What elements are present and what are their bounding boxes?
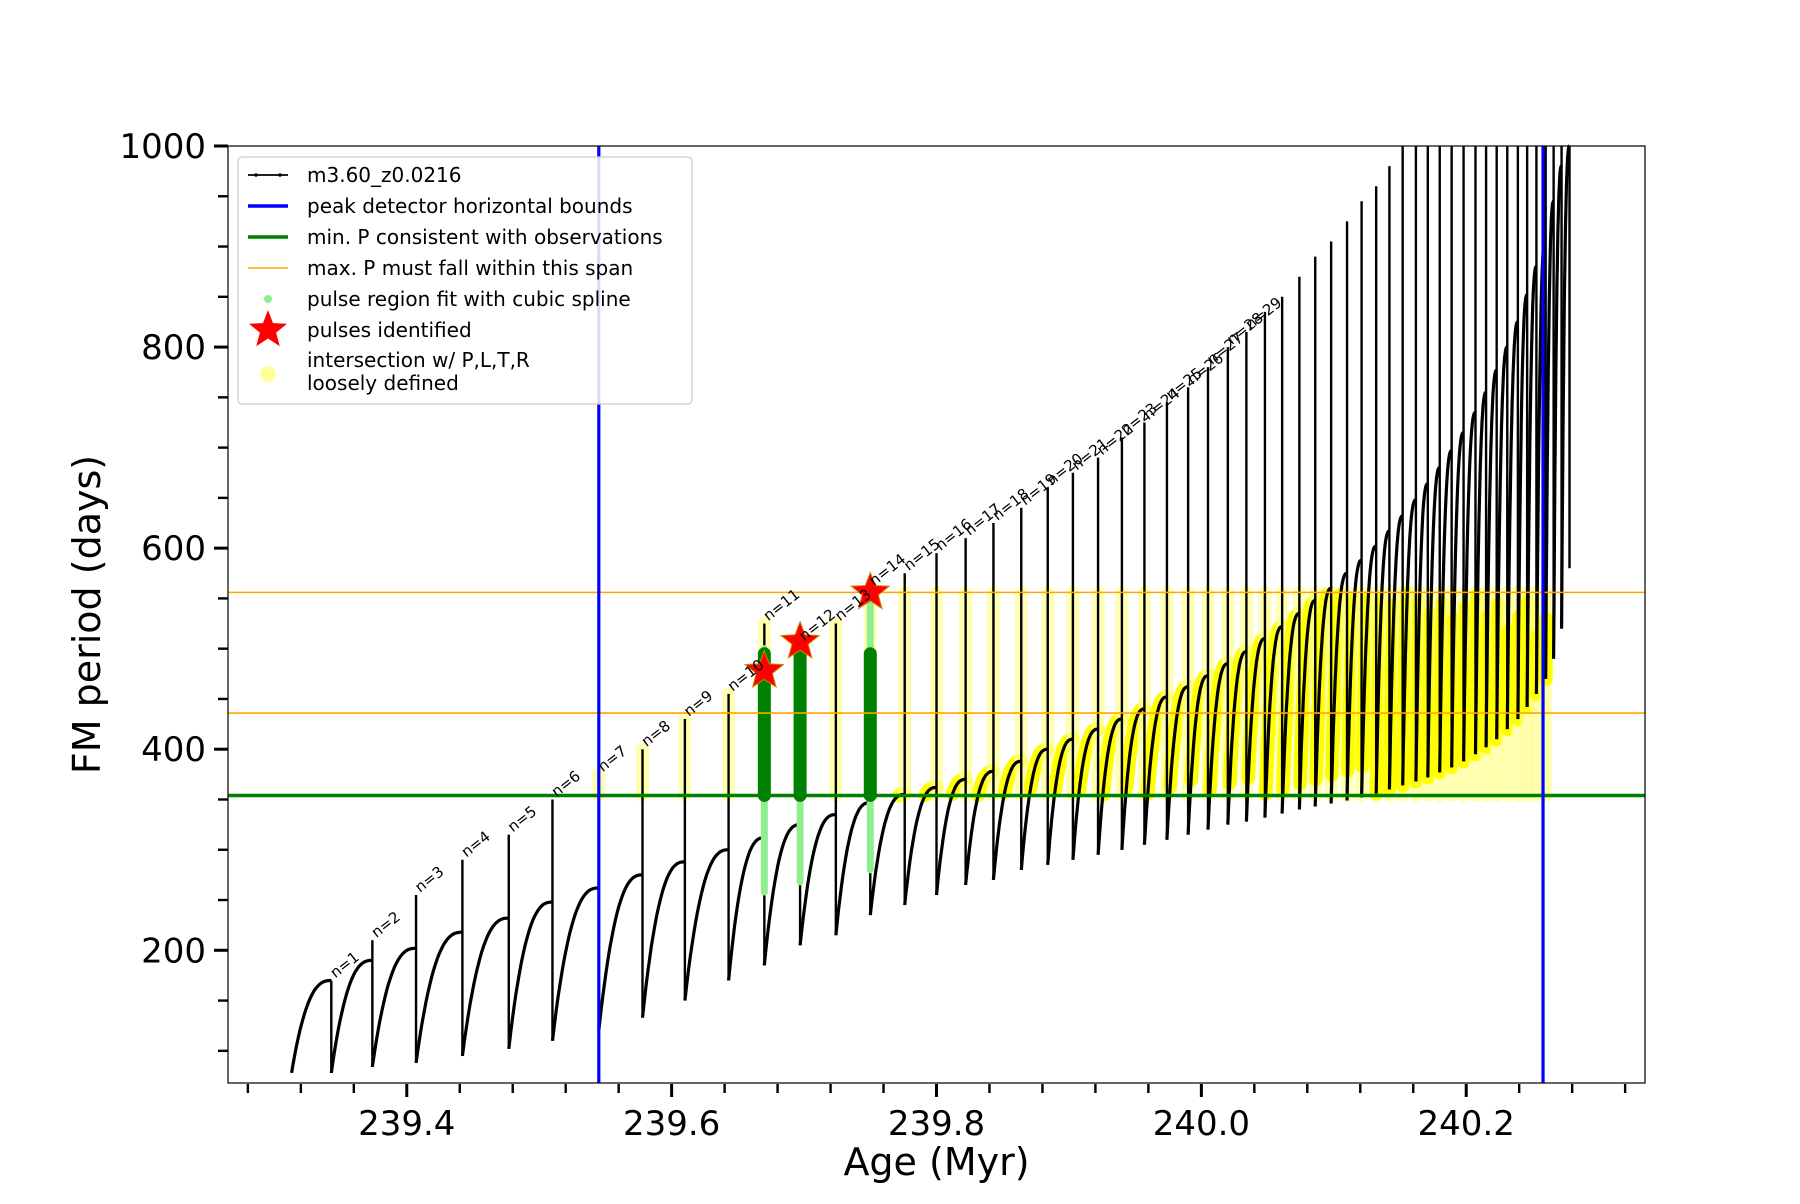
pulse-number-label: n=2 bbox=[368, 908, 404, 942]
pulse-number-label: n=3 bbox=[411, 862, 447, 896]
model-curve-segment bbox=[729, 838, 765, 981]
model-curve-segment bbox=[372, 948, 416, 1067]
legend-entry-label-line2: loosely defined bbox=[307, 371, 459, 395]
y-tick-label: 600 bbox=[141, 529, 206, 569]
legend-handle-circle bbox=[260, 366, 276, 382]
legend-handle-marker bbox=[278, 173, 282, 177]
x-tick-label: 239.4 bbox=[358, 1104, 455, 1144]
legend-entry-label: max. P must fall within this span bbox=[307, 256, 633, 280]
model-curve-segment bbox=[800, 815, 836, 946]
y-tick-label: 800 bbox=[141, 328, 206, 368]
pulse-number-label: n=5 bbox=[504, 802, 540, 836]
legend-entry-label: intersection w/ P,L,T,R bbox=[307, 348, 530, 372]
model-curve-segment bbox=[553, 888, 599, 1041]
model-curve-segment bbox=[462, 918, 508, 1056]
legend-handle-dot bbox=[264, 295, 272, 303]
model-curve-segment bbox=[836, 803, 870, 936]
legend-entry-label: min. P consistent with observations bbox=[307, 225, 663, 249]
legend-handle-marker bbox=[254, 173, 258, 177]
x-tick-label: 240.0 bbox=[1153, 1104, 1250, 1144]
x-tick-label: 240.2 bbox=[1418, 1104, 1515, 1144]
y-tick-label: 400 bbox=[141, 730, 206, 770]
pulse-number-label: n=1 bbox=[327, 948, 363, 982]
model-curve-segment bbox=[292, 981, 332, 1073]
model-curve-segment bbox=[905, 787, 937, 905]
legend-entry-label: pulses identified bbox=[307, 318, 472, 342]
y-tick-label: 1000 bbox=[119, 127, 206, 167]
pulse-number-label: n=11 bbox=[760, 585, 804, 625]
x-tick-label: 239.6 bbox=[623, 1104, 720, 1144]
legend-entry-label: m3.60_z0.0216 bbox=[307, 163, 462, 187]
legend-entry-label: pulse region fit with cubic spline bbox=[307, 287, 631, 311]
model-curve-segment bbox=[764, 825, 800, 966]
pulse-number-label: n=4 bbox=[458, 827, 494, 861]
x-axis-label: Age (Myr) bbox=[843, 1140, 1029, 1184]
legend-entry-label: peak detector horizontal bounds bbox=[307, 194, 633, 218]
model-curve-segment bbox=[685, 850, 729, 1001]
y-axis-label: FM period (days) bbox=[65, 455, 109, 774]
model-curve-segment bbox=[643, 862, 685, 1018]
model-curve-segment bbox=[416, 932, 462, 1063]
model-curve-segment bbox=[599, 875, 643, 1031]
y-tick-label: 200 bbox=[141, 931, 206, 971]
x-tick-label: 239.8 bbox=[888, 1104, 985, 1144]
pulse-number-label: n=29 bbox=[1242, 294, 1286, 334]
model-curve-segment bbox=[870, 795, 904, 916]
pulse-number-label: n=14 bbox=[866, 550, 910, 590]
model-curve-segment bbox=[509, 902, 553, 1049]
